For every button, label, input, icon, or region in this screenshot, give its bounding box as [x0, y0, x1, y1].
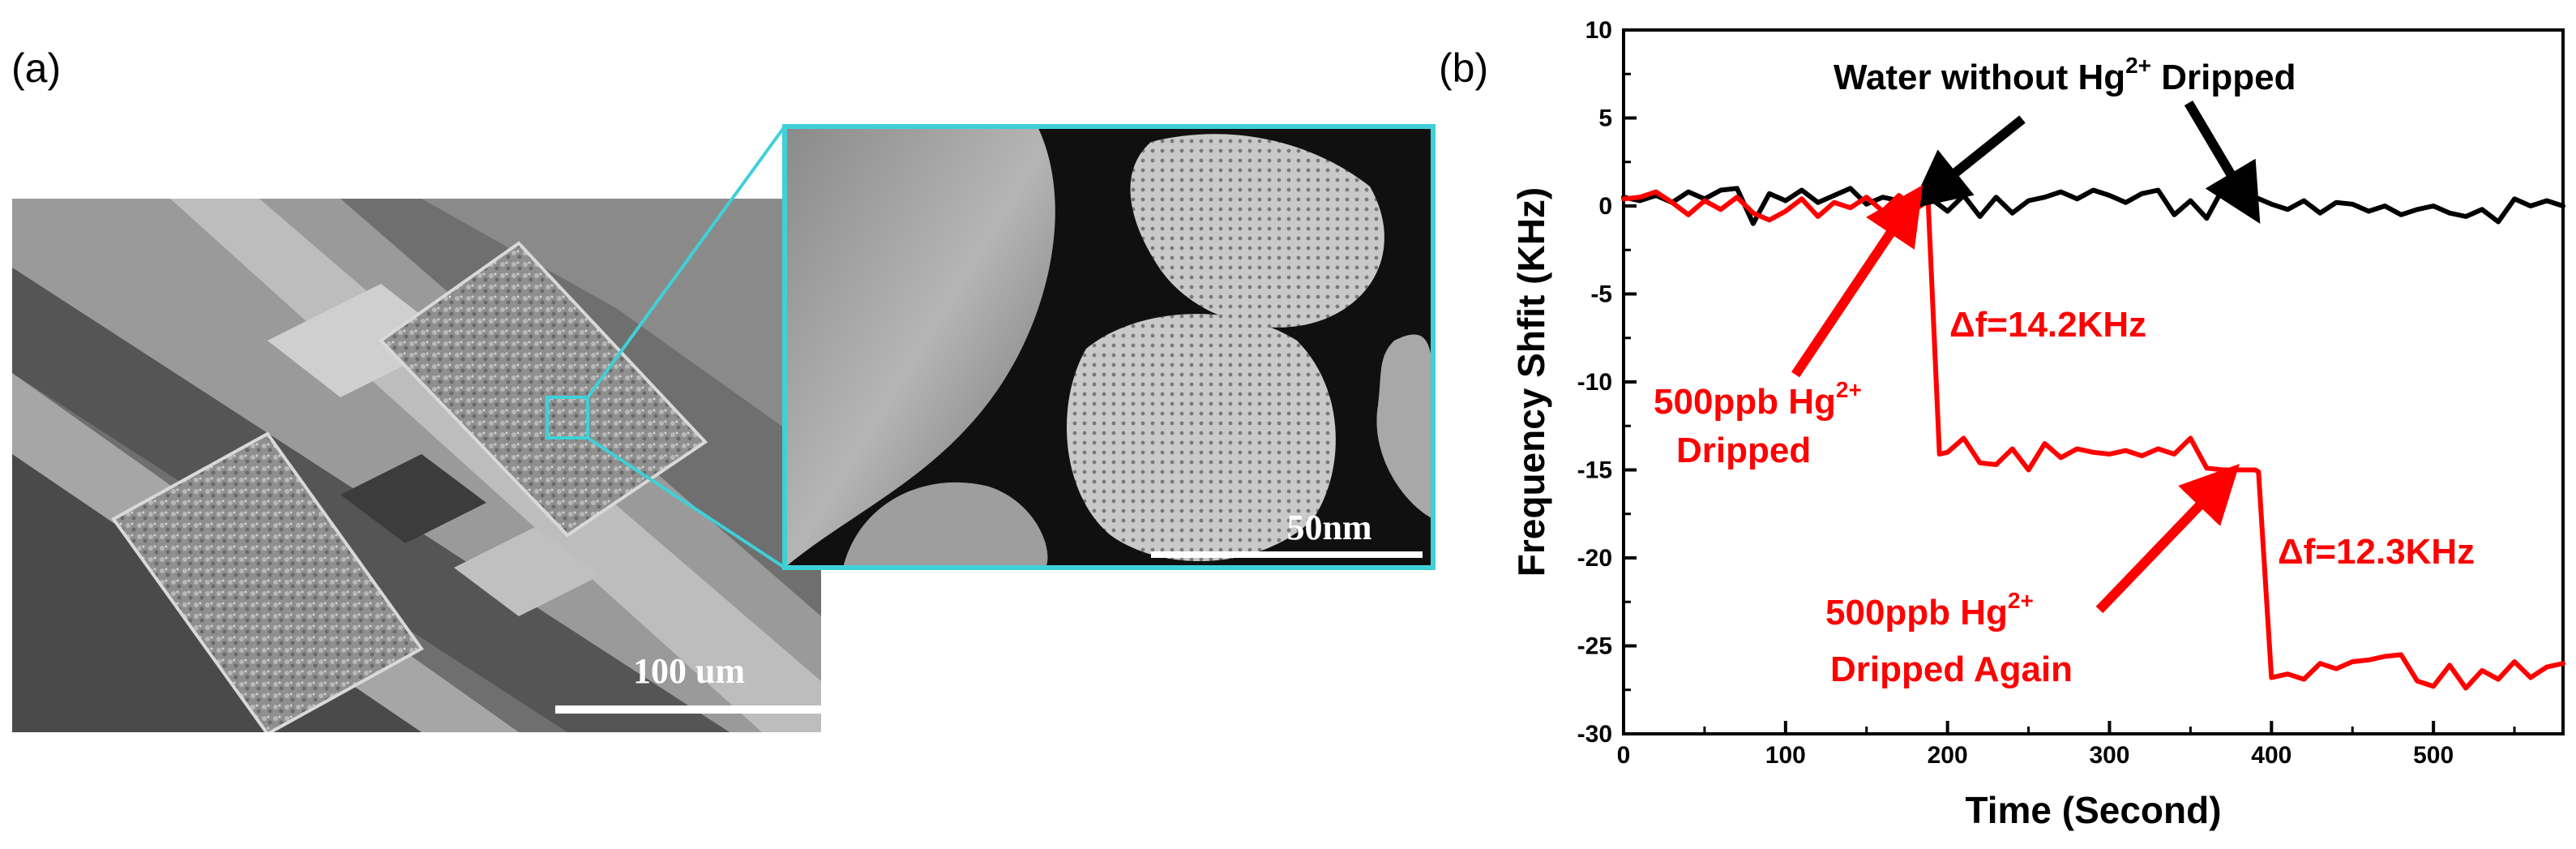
annotation-second-drip-line2: Dripped Again [1830, 650, 2073, 689]
x-axis-title: Time (Second) [1965, 789, 2221, 831]
panel-label-a: (a) [11, 45, 62, 91]
arrow-water-dripped-left [1910, 115, 2026, 209]
x-tick-label: 0 [1617, 742, 1631, 769]
y-tick-label: 0 [1598, 193, 1612, 220]
x-tick-label: 200 [1928, 742, 1968, 769]
y-tick-label: 5 [1598, 105, 1612, 132]
x-tick-label: 500 [2413, 742, 2454, 769]
sem-main-scale-label: 100 um [633, 651, 745, 691]
y-axis-title: Frequency Shfit (KHz) [1510, 187, 1552, 577]
arrow-first-drip [1791, 185, 1923, 378]
annotation-water-dripped: Water without Hg2+ Dripped [1834, 53, 2296, 97]
annotation-first-drip-line1: 500ppb Hg2+ [1654, 377, 1862, 422]
annotation-delta-f-1: Δf=14.2KHz [1949, 305, 2146, 345]
arrow-water-dripped-right [2184, 100, 2261, 224]
panel-label-b: (b) [1439, 45, 1489, 91]
y-tick-label: -30 [1577, 721, 1612, 748]
y-tick-label: -20 [1577, 545, 1612, 572]
x-tick-label: 100 [1765, 742, 1806, 769]
sem-inset-scale-bar [1151, 551, 1423, 558]
sem-zoom-region-box [546, 396, 589, 440]
arrow-second-drip [2095, 464, 2240, 614]
series-line-0 [1621, 186, 2565, 226]
sem-inset-image [785, 126, 1433, 568]
y-tick-label: -5 [1590, 281, 1612, 308]
x-tick-label: 400 [2251, 742, 2291, 769]
annotation-second-drip-line1: 500ppb Hg2+ [1825, 588, 2034, 632]
y-tick-label: -15 [1577, 457, 1612, 484]
y-tick-label: -10 [1577, 369, 1612, 396]
sem-inset-frame [782, 124, 1436, 570]
sem-main-scale-bar [555, 705, 823, 714]
y-tick-label: -25 [1577, 633, 1612, 660]
x-tick-label: 300 [2089, 742, 2129, 769]
annotation-first-drip-line2: Dripped [1676, 431, 1811, 470]
series-line-1 [1621, 189, 2565, 691]
sem-inset-scale-label: 50nm [1286, 508, 1371, 547]
y-tick-label: 10 [1585, 17, 1612, 44]
annotation-delta-f-2: Δf=12.3KHz [2278, 532, 2475, 572]
